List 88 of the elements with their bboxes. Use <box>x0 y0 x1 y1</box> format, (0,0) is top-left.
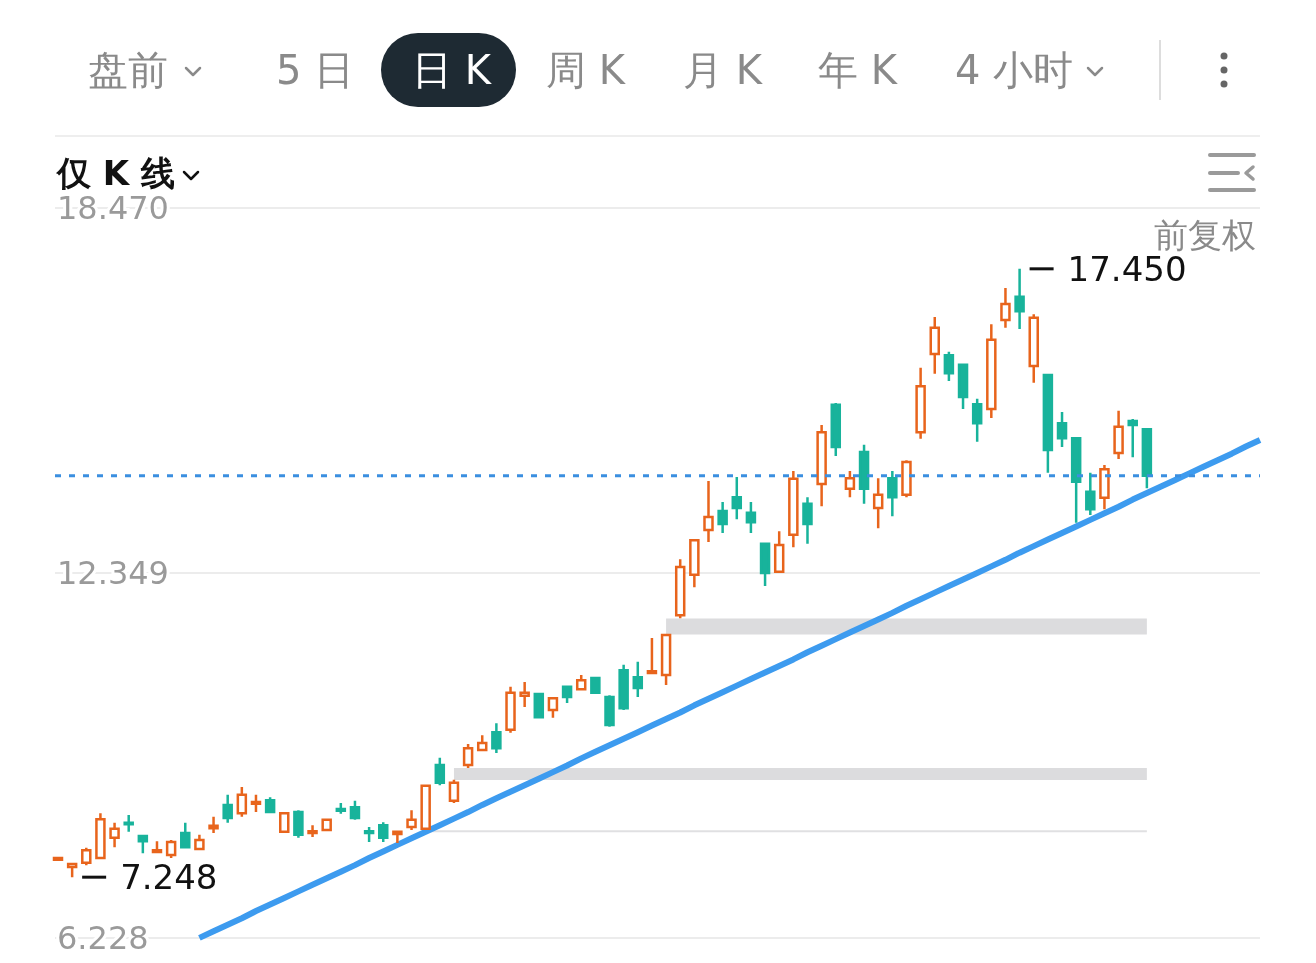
candlestick <box>378 820 389 844</box>
candlestick <box>986 323 997 420</box>
candlestick <box>872 476 884 530</box>
candlestick <box>208 815 219 835</box>
candlestick <box>81 846 92 867</box>
candlestick <box>250 793 262 814</box>
candlestick <box>491 721 502 755</box>
candlestick <box>717 500 728 535</box>
candlestick <box>434 756 446 787</box>
candlestick <box>604 693 615 729</box>
candlestick <box>448 778 460 805</box>
text: 盘前 <box>88 47 168 93</box>
candlestick <box>689 538 700 589</box>
candlestick <box>703 479 714 544</box>
candlestick <box>1085 471 1096 517</box>
text: 月 K <box>683 47 764 93</box>
candlestick <box>618 663 629 712</box>
candlestick <box>52 855 64 863</box>
candlestick <box>1141 427 1153 490</box>
candlestick <box>957 363 969 411</box>
candlestick <box>462 742 474 770</box>
candlestick <box>660 633 672 687</box>
candlestick <box>151 840 163 855</box>
candlestick <box>1099 463 1110 511</box>
candlestick <box>533 692 545 720</box>
candlestick <box>66 862 78 879</box>
candlestick <box>1028 312 1039 384</box>
candlestick <box>1113 409 1124 461</box>
text: 5 日 <box>276 47 355 93</box>
candlestick <box>745 500 757 535</box>
candlestick <box>816 423 827 508</box>
candlestick <box>844 469 856 499</box>
candlestick <box>590 676 601 695</box>
candlestick <box>915 366 926 441</box>
candlestick <box>406 809 417 832</box>
candlestick <box>1042 373 1054 475</box>
candlestick <box>236 785 248 819</box>
candlestick <box>858 443 870 506</box>
candlestick <box>1014 267 1025 331</box>
candlestick <box>363 825 375 844</box>
candlestick <box>420 784 431 832</box>
candlestick <box>547 695 559 720</box>
candlestick <box>887 469 898 518</box>
candlestick <box>392 830 403 845</box>
candlestick <box>773 529 785 575</box>
text: 日 K <box>412 47 493 93</box>
candlestick <box>95 812 106 861</box>
text: 周 K <box>546 47 627 93</box>
candlestick <box>194 833 205 852</box>
candlestick <box>222 793 233 825</box>
y-tick-label: 12.349 <box>57 554 169 592</box>
candlestick <box>561 685 573 705</box>
candlestick <box>165 838 177 860</box>
candlestick <box>971 397 983 443</box>
candlestick <box>137 834 149 855</box>
candlestick <box>632 660 644 699</box>
candlestick <box>943 350 955 383</box>
candlestick <box>307 823 318 839</box>
annotation: 7.248 <box>120 857 218 898</box>
candlestick <box>1127 417 1138 459</box>
candlestick <box>476 733 488 753</box>
candlestick <box>264 795 276 815</box>
candlestick <box>519 680 530 709</box>
candlestick <box>109 821 120 849</box>
candlestick <box>929 315 940 376</box>
candlestick <box>575 673 587 692</box>
candlestick <box>279 810 290 835</box>
candlestick <box>788 469 799 549</box>
candlestick <box>674 557 686 620</box>
candlestick <box>1056 410 1068 449</box>
text: 4 小时 <box>955 47 1074 93</box>
candlestick <box>123 813 134 833</box>
candlestick <box>646 636 658 675</box>
text: 年 K <box>818 47 899 93</box>
candlestick <box>293 809 304 839</box>
candlestick <box>505 685 516 734</box>
candlestick <box>1070 436 1082 525</box>
candlestick <box>802 495 813 545</box>
candlestick <box>830 401 842 458</box>
candlestick <box>759 541 771 588</box>
candlestick <box>731 475 743 521</box>
candlestick <box>321 817 332 833</box>
y-tick-label: 6.228 <box>57 919 149 957</box>
candlestick <box>349 799 361 822</box>
candlestick <box>180 821 191 850</box>
candlestick <box>1000 286 1011 330</box>
candlestick <box>901 458 912 499</box>
candlestick <box>335 801 347 816</box>
